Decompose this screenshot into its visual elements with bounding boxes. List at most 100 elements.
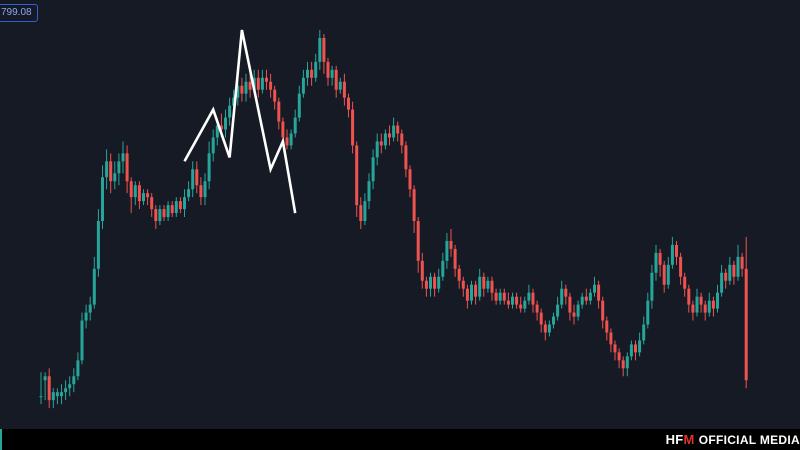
- candle-body: [416, 221, 420, 261]
- candle-body: [564, 288, 568, 297]
- candle-body: [248, 81, 252, 90]
- candle-body: [310, 69, 314, 78]
- candle-body: [199, 185, 203, 198]
- candle-body: [490, 280, 494, 293]
- candle-body: [621, 360, 625, 369]
- candle-body: [150, 197, 154, 210]
- candle-body: [158, 209, 162, 222]
- price-axis-label: 799.08: [0, 4, 38, 22]
- candle-body: [203, 181, 207, 198]
- candle-body: [326, 61, 330, 78]
- candle-body: [162, 209, 166, 218]
- candle-body: [433, 276, 437, 289]
- candle-body: [572, 312, 576, 317]
- candle-body: [322, 37, 326, 62]
- candle-body: [736, 256, 740, 277]
- candle-body: [634, 344, 637, 353]
- candle-body: [187, 189, 191, 198]
- candle-body: [670, 244, 674, 265]
- candle-body: [76, 360, 80, 377]
- candle-body: [539, 312, 543, 325]
- candle-body: [543, 324, 547, 333]
- candle-body: [84, 312, 88, 321]
- candle-body: [703, 304, 707, 313]
- candle-body: [744, 268, 748, 381]
- candle-body: [154, 209, 158, 222]
- candle-body: [560, 288, 564, 305]
- candle-body: [601, 300, 605, 321]
- candle-body: [531, 292, 535, 305]
- candle-body: [445, 240, 449, 261]
- candle-body: [511, 296, 514, 305]
- candle-body: [297, 93, 301, 118]
- candle-body: [646, 300, 650, 325]
- candle-body: [552, 316, 555, 325]
- candle-body: [228, 105, 232, 118]
- candle-body: [269, 81, 273, 90]
- candle-body: [449, 240, 453, 249]
- candle-body: [289, 133, 293, 146]
- candle-body: [260, 77, 264, 90]
- candle-body: [457, 268, 461, 281]
- candle-series: [39, 30, 748, 409]
- candle-body: [133, 185, 137, 198]
- brand-watermark: HF M OFFICIAL MEDIA: [666, 429, 800, 450]
- candle-body: [588, 292, 592, 301]
- candle-body: [301, 77, 305, 94]
- candle-body: [318, 37, 322, 62]
- candle-body: [191, 169, 195, 190]
- candle-body: [375, 141, 379, 158]
- candle-body: [137, 185, 141, 202]
- candle-body: [728, 264, 732, 281]
- candle-body: [638, 340, 642, 353]
- candle-body: [211, 137, 215, 154]
- candle-body: [68, 384, 72, 389]
- candle-body: [39, 396, 43, 398]
- candle-body: [707, 300, 711, 313]
- candle-body: [441, 260, 445, 277]
- candle-body: [502, 292, 506, 301]
- candle-body: [597, 284, 601, 301]
- candle-body: [605, 320, 609, 333]
- candle-body: [404, 145, 408, 170]
- candle-body: [584, 296, 588, 301]
- candle-body: [535, 304, 539, 313]
- footer-bar: HF M OFFICIAL MEDIA: [0, 429, 800, 450]
- candle-body: [498, 292, 502, 301]
- candle-body: [314, 61, 318, 78]
- candle-body: [732, 264, 736, 277]
- candle-body: [306, 69, 309, 78]
- candle-body: [101, 177, 104, 222]
- candle-body: [461, 280, 465, 289]
- candle-body: [720, 272, 724, 293]
- candle-body: [142, 193, 145, 202]
- candle-body: [465, 288, 469, 301]
- candle-body: [679, 256, 683, 277]
- candle-body: [658, 252, 662, 265]
- candle-body: [629, 344, 633, 357]
- candle-body: [593, 284, 596, 293]
- candle-body: [527, 292, 531, 301]
- candle-body: [478, 276, 482, 297]
- candle-body: [72, 376, 76, 385]
- candle-body: [215, 125, 219, 138]
- candle-body: [716, 292, 719, 309]
- candle-body: [666, 264, 670, 285]
- candle-body: [556, 304, 560, 317]
- candle-body: [178, 201, 182, 210]
- candle-body: [125, 153, 129, 182]
- candle-body: [408, 169, 412, 190]
- candle-body: [687, 288, 691, 305]
- candle-body: [523, 300, 527, 309]
- candle-body: [334, 69, 338, 90]
- candle-body: [453, 248, 457, 269]
- candle-body: [429, 276, 432, 289]
- candle-body: [47, 376, 51, 401]
- candle-body: [338, 81, 342, 90]
- candle-body: [609, 332, 613, 345]
- candle-body: [60, 392, 63, 397]
- candle-body: [691, 304, 695, 313]
- candle-body: [724, 272, 728, 281]
- candle-body: [359, 205, 363, 222]
- candle-body: [277, 101, 281, 122]
